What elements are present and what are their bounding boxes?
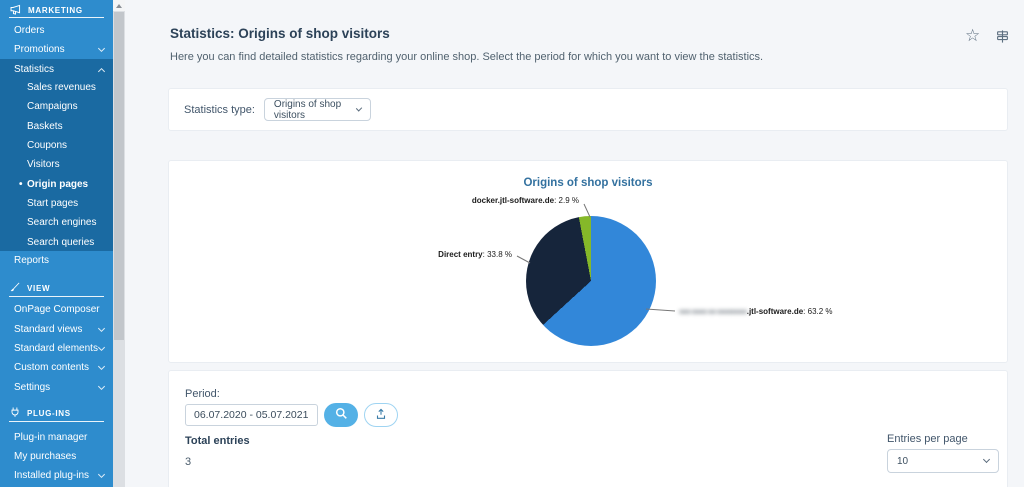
period-input[interactable] [185, 404, 318, 426]
entries-per-page-label: Entries per page [887, 433, 968, 445]
sidebar-section-view: VIEW [0, 280, 113, 296]
period-label: Period: [185, 388, 220, 400]
section-label: PLUG-INS [27, 408, 71, 418]
favorite-star-icon[interactable]: ☆ [965, 26, 981, 45]
period-card: Period: Total entries [168, 370, 1008, 487]
sidebar-item-reports[interactable]: Reports [14, 255, 50, 266]
redacted-label: ■■■ ■■■■ ■■ ■■■■■■■■ [679, 309, 747, 316]
sidebar-item-standard-elements[interactable]: Standard elements [0, 339, 113, 358]
sidebar-item-statistics[interactable]: Statistics [0, 60, 113, 79]
chart-card: Origins of shop visitors docker.jtl-soft… [168, 160, 1008, 363]
chevron-down-icon [97, 362, 106, 370]
search-icon [335, 407, 348, 423]
export-icon [375, 408, 387, 423]
sidebar-item-search-queries[interactable]: Search queries [27, 237, 95, 248]
sidebar-item-promotions[interactable]: Promotions [0, 40, 113, 59]
section-divider [9, 17, 104, 18]
entries-per-page-select[interactable]: 10 [887, 449, 999, 473]
pie-label-direct-entry: Direct entry: 33.8 % [438, 250, 512, 259]
pie-label-shop-domain: ■■■ ■■■■ ■■ ■■■■■■■■.jtl-software.de: 63… [679, 307, 833, 316]
sidebar-section-marketing: MARKETING [0, 2, 113, 18]
sidebar-item-my-purchases[interactable]: My purchases [14, 451, 77, 462]
chevron-down-icon [97, 343, 106, 351]
sidebar-item-campaigns[interactable]: Campaigns [27, 101, 78, 112]
sidebar-item-standard-views[interactable]: Standard views [0, 320, 113, 339]
plug-icon [9, 406, 21, 420]
sidebar-section-plugins: PLUG-INS [0, 405, 113, 421]
page-title: Statistics: Origins of shop visitors [170, 26, 390, 41]
chart-title: Origins of shop visitors [523, 177, 653, 189]
chevron-down-icon [97, 470, 106, 478]
statistics-type-label: Statistics type: [184, 103, 255, 116]
statistics-submenu-background [0, 59, 113, 251]
sidebar-item-onpage-composer[interactable]: OnPage Composer [14, 304, 100, 315]
paintbrush-icon [9, 281, 21, 295]
chevron-down-icon [97, 324, 106, 332]
sidebar-item-custom-contents[interactable]: Custom contents [0, 358, 113, 377]
search-button[interactable] [324, 403, 358, 427]
scrollbar-thumb[interactable] [114, 12, 124, 340]
sidebar-item-sales-revenues[interactable]: Sales revenues [27, 82, 96, 93]
statistics-type-card: Statistics type: Origins of shop visitor… [168, 88, 1008, 131]
selected-option: Origins of shop visitors [273, 98, 342, 121]
sidebar-item-orders[interactable]: Orders [14, 25, 45, 36]
section-divider [9, 421, 104, 422]
sidebar-item-plugin-manager[interactable]: Plug-in manager [14, 432, 88, 443]
sidebar-item-baskets[interactable]: Baskets [27, 121, 63, 132]
scroll-up-button[interactable] [113, 0, 125, 11]
megaphone-icon [9, 3, 22, 18]
selected-option: 10 [897, 455, 909, 467]
export-button[interactable] [364, 403, 398, 427]
sidebar-item-visitors[interactable]: Visitors [27, 159, 60, 170]
main-content: Statistics: Origins of shop visitors Her… [125, 0, 1024, 487]
sidebar-scrollbar [113, 0, 125, 487]
sidebar-item-installed-plugins[interactable]: Installed plug-ins [0, 466, 113, 485]
section-label: MARKETING [28, 5, 83, 15]
section-label: VIEW [27, 283, 51, 293]
chevron-down-icon [97, 44, 106, 52]
sidebar-item-origin-pages[interactable]: Origin pages [0, 175, 113, 194]
page-subtitle: Here you can find detailed statistics re… [170, 51, 764, 63]
signpost-icon[interactable] [995, 29, 1010, 49]
sidebar-item-coupons[interactable]: Coupons [27, 140, 68, 151]
sidebar-item-settings[interactable]: Settings [0, 378, 113, 397]
sidebar-item-start-pages[interactable]: Start pages [27, 198, 79, 209]
section-divider [9, 296, 104, 297]
sidebar-item-search-engines[interactable]: Search engines [27, 217, 97, 228]
chevron-down-icon [97, 382, 106, 390]
pie-chart [526, 216, 656, 346]
sidebar: MARKETING Orders Promotions Statistics S… [0, 0, 113, 487]
pie-label-docker: docker.jtl-software.de: 2.9 % [471, 196, 579, 205]
statistics-type-select[interactable]: Origins of shop visitors [263, 98, 371, 121]
total-entries-label: Total entries [185, 435, 250, 447]
chevron-up-icon [97, 67, 106, 75]
total-entries-value: 3 [185, 456, 192, 468]
chevron-down-icon [982, 455, 991, 464]
